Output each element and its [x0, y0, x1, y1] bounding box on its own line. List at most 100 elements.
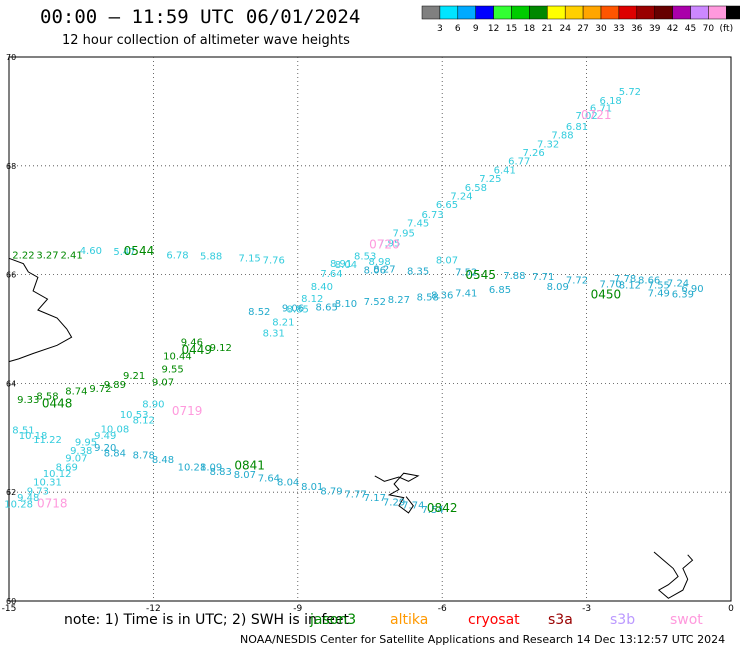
swh-value: 8.10: [335, 299, 357, 310]
map-frame: [8, 56, 732, 602]
swh-value: 7.74: [402, 501, 424, 512]
swh-value: 10.08: [101, 424, 130, 435]
pass-time-label: 0449: [181, 343, 212, 357]
swh-value: 7.45: [407, 219, 429, 230]
pass-time-label: 0544: [124, 244, 155, 258]
swh-value: 6.58: [465, 183, 487, 194]
swh-value: 5.72: [619, 87, 641, 98]
swh-value: 8.07: [234, 470, 256, 481]
swh-value: 9.55: [162, 365, 184, 376]
track-0448: 0448: [42, 396, 73, 410]
track-0544: 3.272.22 2.41 0544: [12, 244, 154, 261]
swh-value: 9.49: [94, 431, 116, 442]
swh-value: 5.47: [113, 247, 135, 258]
track-0721: 5.726.186.717.026.817.887.327.266.776.41…: [263, 87, 641, 340]
swh-value: 8.85: [287, 305, 309, 316]
swh-value: 7.72: [566, 275, 588, 286]
swh-value: 8.01: [301, 482, 323, 493]
swh-value: 7.54: [421, 505, 443, 516]
pass-time-label: 0545: [465, 268, 496, 282]
swh-value: 8.04: [277, 478, 299, 489]
satellite-s3a: s3a: [548, 612, 573, 628]
page-subtitle: 12 hour collection of altimeter wave hei…: [62, 33, 350, 48]
swh-value: 7.49: [648, 288, 670, 299]
legend-label: 30: [595, 24, 607, 34]
x-tick-label: 0: [728, 604, 734, 614]
shetland-islands: [653, 551, 694, 599]
swh-value: 9.12: [210, 343, 232, 354]
swh-value: 7.71: [532, 272, 554, 283]
swh-value: 7.02: [575, 111, 597, 122]
swh-value: 6.39: [672, 289, 694, 300]
legend-label: 18: [524, 24, 536, 34]
swh-value: 6.78: [166, 250, 188, 261]
swh-value: 7.41: [455, 288, 477, 299]
swh-value: 7.17: [364, 493, 386, 504]
legend-label: 27: [577, 24, 588, 34]
swh-value: 9.46: [181, 337, 203, 348]
swh-value: 6.18: [600, 96, 622, 107]
swh-value: 2.22: [12, 250, 34, 261]
swh-value: 7.55: [648, 281, 670, 292]
track-0718: 0718: [37, 496, 68, 510]
color-legend: 3 6 9 12 15 18 21 24 27 30 33 36 39 42 45 70 (ft): [421, 5, 740, 34]
swh-value: 8.58: [417, 293, 439, 304]
legend-label: (ft): [720, 24, 734, 34]
track-0719: 8.9010.5310.089.499.959.389.078.6910.121…: [4, 399, 202, 510]
swh-value: 7.32: [537, 139, 559, 150]
swh-value: 8.79: [320, 486, 342, 497]
track-0841: 8.84 8.788.48 8.098.83 8.07 7.648.04 8.018.79…: [94, 443, 444, 516]
swh-value: 10.53: [120, 410, 149, 421]
swh-value: 8.66: [638, 275, 660, 286]
pass-time-label: 0450: [591, 288, 622, 302]
y-tick-label: 70: [6, 53, 16, 62]
swh-value: 8.53: [354, 251, 376, 262]
swh-value: 8.91: [330, 259, 352, 270]
swh-value: 10.31: [33, 478, 62, 489]
swh-value: 6.71: [590, 103, 612, 114]
swh-value: 8.51: [12, 425, 34, 436]
swh-value: 8.52: [248, 307, 270, 318]
page-title: 00:00 – 11:59 UTC 06/01/2024: [40, 6, 361, 28]
satellite-altika: altika: [390, 612, 429, 628]
swh-value: 6.73: [421, 210, 443, 221]
swh-value: 7.64: [258, 473, 280, 484]
swh-value: 10.28: [4, 499, 33, 510]
swh-value: 5.88: [200, 251, 222, 262]
x-tick-label: -15: [2, 604, 17, 614]
swh-value: 2.41: [60, 250, 82, 261]
legend-label: 3: [437, 24, 443, 34]
y-tick-label: 62: [6, 488, 16, 497]
y-tick-label: 64: [6, 379, 16, 388]
swh-value: 8.21: [272, 318, 294, 329]
swh-value: 9.33: [17, 395, 39, 406]
swh-value: 7.52: [364, 297, 386, 308]
swh-value: 8.84: [104, 448, 126, 459]
faroe-islands: [374, 472, 420, 514]
legend-swatch: [726, 5, 740, 20]
pass-time-label: 0719: [172, 404, 203, 418]
legend-label: 15: [506, 24, 517, 34]
swh-value: 3.27: [36, 250, 58, 261]
y-tick-label: 68: [6, 162, 16, 171]
swh-value: 7.24: [450, 192, 472, 203]
satellite-jason3: jason3: [310, 612, 357, 628]
swh-value: 9.89: [104, 380, 126, 391]
swh-value: 9.07: [65, 454, 87, 465]
swh-value: 7.78: [614, 274, 636, 285]
swh-value: 7.64: [320, 269, 342, 280]
swh-value: 7.52: [455, 268, 477, 279]
swh-value: 8.58: [36, 392, 58, 403]
swh-value: 8.90: [142, 399, 164, 410]
footer-source: NOAA/NESDIS Center for Satellite Applica…: [240, 633, 726, 646]
swh-value: 9.48: [17, 493, 39, 504]
legend-label: 39: [649, 24, 661, 34]
iceland-coast: [8, 257, 73, 363]
legend-label: 6: [455, 24, 461, 34]
swh-value: 7.88: [551, 131, 573, 142]
pass-time-label: 0721: [581, 108, 612, 122]
track-0842: 0842: [427, 501, 458, 515]
legend-label: 42: [667, 24, 678, 34]
